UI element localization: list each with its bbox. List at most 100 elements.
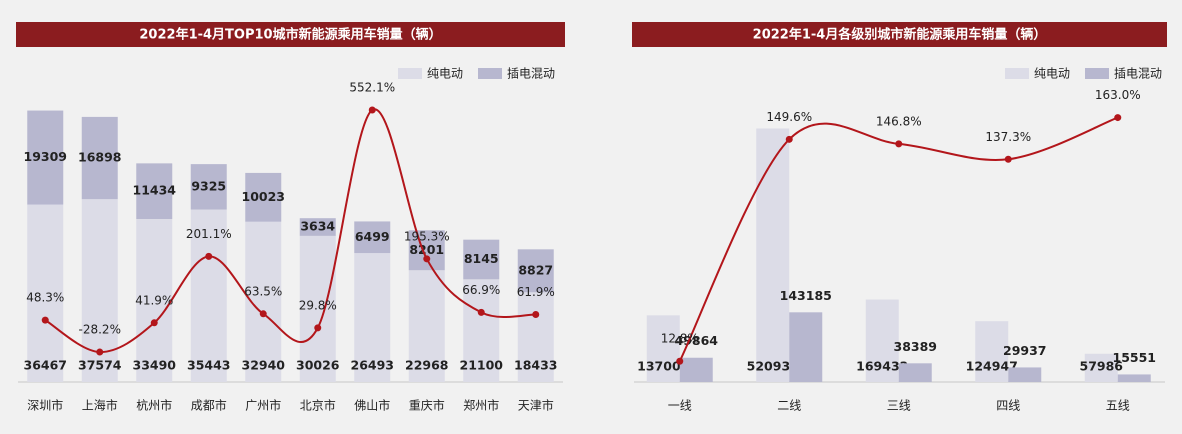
bar: [1008, 367, 1042, 382]
data-label: 16898: [78, 150, 122, 165]
data-label: 49864: [675, 333, 719, 348]
bar: [517, 292, 554, 382]
growth-point: [314, 324, 322, 332]
growth-label: 41.9%: [135, 293, 173, 307]
growth-point: [205, 252, 213, 260]
data-label: 6499: [355, 229, 390, 244]
growth-line: [678, 116, 1119, 362]
growth-label: 61.9%: [517, 285, 555, 299]
data-label: 137007: [637, 359, 689, 374]
data-label: 57986: [1080, 359, 1124, 374]
chart-title: 2022年1-4月各级别城市新能源乘用车销量（辆）: [753, 27, 1047, 43]
data-label: 169432: [856, 359, 908, 374]
growth-label: 201.1%: [186, 227, 232, 241]
bar: [27, 204, 64, 382]
x-tick-label: 三线: [887, 399, 911, 413]
growth-label: 66.9%: [462, 283, 500, 297]
x-tick-label: 佛山市: [354, 398, 390, 413]
title-bar: [16, 22, 565, 47]
bar: [190, 209, 227, 382]
bar: [975, 321, 1009, 382]
growth-point: [41, 316, 49, 324]
data-label: 8145: [464, 251, 499, 266]
legend-swatch: [1005, 68, 1029, 79]
x-tick-label: 五线: [1106, 399, 1130, 413]
legend-swatch: [1085, 68, 1109, 79]
x-tick-label: 北京市: [300, 398, 336, 413]
x-tick-label: 深圳市: [27, 398, 63, 413]
growth-point: [477, 308, 485, 316]
x-tick-label: 郑州市: [463, 398, 499, 413]
growth-point: [423, 255, 431, 263]
x-tick-label: 成都市: [191, 398, 227, 413]
growth-point: [676, 357, 684, 365]
growth-label: 29.8%: [299, 298, 337, 312]
data-label: 9325: [191, 178, 226, 193]
growth-point: [150, 319, 158, 327]
bar: [136, 219, 173, 382]
growth-label: 12.8%: [661, 332, 699, 346]
x-tick-label: 一线: [668, 399, 692, 413]
growth-point: [368, 106, 376, 114]
data-label: 8827: [518, 262, 553, 277]
bar: [408, 230, 445, 271]
data-label: 37574: [78, 358, 122, 373]
growth-label: 195.3%: [404, 229, 450, 243]
bar: [354, 253, 391, 382]
bar: [463, 239, 500, 280]
bar: [646, 315, 680, 382]
x-tick-label: 广州市: [245, 398, 281, 413]
legend-label: 插电混动: [1114, 67, 1162, 81]
data-label: 124947: [966, 359, 1018, 374]
bar: [865, 299, 899, 382]
data-label: 33490: [133, 358, 177, 373]
bar: [1117, 374, 1151, 382]
legend-label: 纯电动: [427, 67, 463, 81]
bar: [299, 218, 336, 236]
bar: [245, 172, 282, 222]
data-label: 520937: [747, 359, 799, 374]
bar: [299, 235, 336, 382]
growth-label: 149.6%: [766, 110, 812, 124]
growth-label: 137.3%: [985, 130, 1031, 144]
growth-label: -28.2%: [79, 323, 121, 337]
growth-point: [785, 135, 793, 143]
data-label: 32940: [242, 358, 286, 373]
bar: [756, 128, 790, 382]
bar: [81, 116, 118, 200]
x-tick-label: 上海市: [82, 398, 118, 413]
bar: [517, 249, 554, 293]
legend-label: 插电混动: [507, 67, 555, 81]
growth-label: 48.3%: [26, 291, 64, 305]
x-tick-label: 四线: [996, 399, 1020, 413]
bar: [789, 312, 823, 382]
title-bar: [632, 22, 1167, 47]
growth-label: 163.0%: [1095, 88, 1141, 102]
bar: [27, 110, 64, 205]
chart-title: 2022年1-4月TOP10城市新能源乘用车销量（辆）: [139, 27, 441, 43]
legend-swatch: [398, 68, 422, 79]
x-tick-label: 重庆市: [409, 398, 445, 413]
growth-point: [895, 140, 903, 148]
growth-label: 552.1%: [349, 80, 395, 94]
growth-label: 63.5%: [244, 284, 282, 298]
bar: [190, 164, 227, 210]
data-label: 143185: [780, 288, 832, 303]
growth-point: [532, 310, 540, 318]
data-label: 30026: [296, 358, 340, 373]
bar: [1084, 353, 1118, 382]
data-label: 26493: [351, 358, 395, 373]
data-label: 22968: [405, 358, 449, 373]
data-label: 35443: [187, 358, 231, 373]
x-tick-label: 二线: [777, 399, 801, 413]
data-label: 19309: [24, 149, 68, 164]
data-label: 36467: [24, 358, 68, 373]
data-label: 3634: [300, 219, 335, 234]
bar: [354, 221, 391, 254]
bar: [136, 163, 173, 220]
growth-line: [44, 108, 536, 354]
growth-point: [1114, 114, 1122, 122]
data-label: 15551: [1113, 350, 1157, 365]
growth-label: 146.8%: [876, 114, 922, 128]
